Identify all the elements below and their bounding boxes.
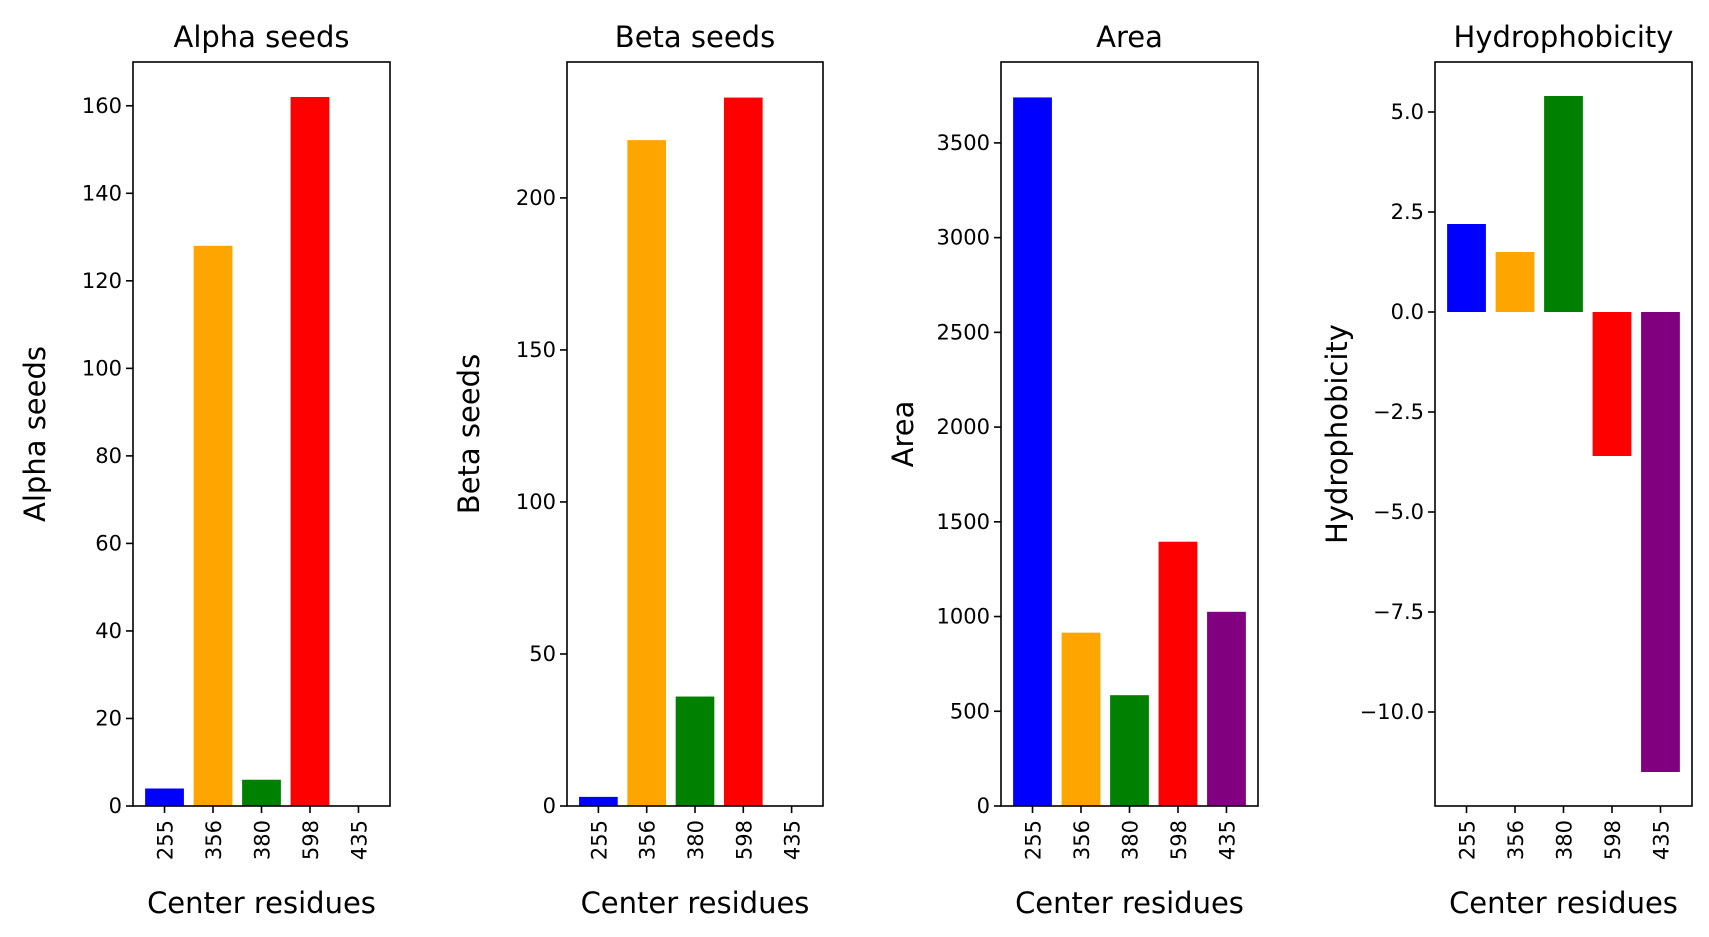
x-tick-label: 598 xyxy=(299,820,323,860)
y-tick-label: 200 xyxy=(516,186,556,210)
bar-380 xyxy=(1110,695,1149,806)
chart-title: Alpha seeds xyxy=(174,20,350,54)
y-axis-label: Area xyxy=(886,401,920,468)
bar-380 xyxy=(1544,96,1583,312)
bar-356 xyxy=(1495,252,1535,312)
chart-title: Hydrophobicity xyxy=(1454,20,1674,54)
chart-title: Beta seeds xyxy=(615,20,775,54)
bar-435 xyxy=(1641,312,1680,772)
y-axis-label: Beta seeds xyxy=(452,354,486,514)
x-tick-label: 356 xyxy=(1070,820,1094,860)
y-tick-label: −2.5 xyxy=(1373,400,1424,424)
y-tick-label: 3000 xyxy=(937,226,990,250)
y-tick-label: 500 xyxy=(950,699,990,723)
y-tick-label: 3500 xyxy=(937,131,990,155)
chart-panel: 0 500 1000 1500 2000 2500 3000 3500 255 356 380 598… xyxy=(886,20,1259,920)
y-tick-label: 100 xyxy=(82,356,122,380)
x-tick-label: 598 xyxy=(1167,820,1191,860)
chart-title: Area xyxy=(1096,20,1163,54)
x-tick-label: 380 xyxy=(251,820,275,860)
y-tick-label: 5.0 xyxy=(1391,100,1424,124)
x-tick-label: 598 xyxy=(1601,820,1625,860)
axes-frame xyxy=(566,61,824,807)
bar-356 xyxy=(193,245,233,806)
y-tick-label: 0.0 xyxy=(1391,300,1424,324)
y-tick-label: −7.5 xyxy=(1373,600,1424,624)
x-axis-label: Center residues xyxy=(1015,886,1244,920)
y-tick-label: 60 xyxy=(95,531,122,555)
x-tick-label: 435 xyxy=(1649,820,1673,860)
chart-panel: 0 20 40 60 80 100 120 140 160 255 356 380 598 435 Alph… xyxy=(18,20,391,920)
bar-380 xyxy=(242,779,281,806)
y-tick-label: 50 xyxy=(529,642,556,666)
y-tick-label: −10.0 xyxy=(1360,700,1424,724)
x-axis-label: Center residues xyxy=(1449,886,1678,920)
x-tick-label: 255 xyxy=(154,820,178,860)
y-tick-label: 0 xyxy=(543,794,556,818)
bar-255 xyxy=(1447,224,1486,312)
bar-598 xyxy=(1592,312,1632,456)
bar-356 xyxy=(1061,632,1101,806)
x-tick-label: 255 xyxy=(1456,820,1480,860)
y-tick-label: 2.5 xyxy=(1391,200,1424,224)
y-tick-label: 140 xyxy=(82,181,122,205)
y-tick-label: 120 xyxy=(82,269,122,293)
y-tick-label: 2500 xyxy=(937,320,990,344)
bar-356 xyxy=(627,140,667,806)
x-tick-label: 380 xyxy=(1119,820,1143,860)
y-tick-label: 0 xyxy=(977,794,990,818)
x-tick-label: 255 xyxy=(587,820,611,860)
chart-panel: −10.0 −7.5 −5.0 −2.5 0.0 2.5 5.0 255 356 380 598 43… xyxy=(1320,20,1693,920)
y-tick-label: 160 xyxy=(82,94,122,118)
x-tick-label: 255 xyxy=(1022,820,1046,860)
y-axis-label: Hydrophobicity xyxy=(1320,324,1354,544)
chart-panel: 0 50 100 150 200 255 356 380 598 435 Beta seeds Cen… xyxy=(452,20,824,920)
x-tick-label: 380 xyxy=(1553,820,1577,860)
x-tick-label: 356 xyxy=(1504,820,1528,860)
bar-255 xyxy=(579,796,618,806)
bar-598 xyxy=(1158,541,1198,806)
x-tick-label: 435 xyxy=(347,820,371,860)
bar-598 xyxy=(723,97,763,806)
x-tick-label: 380 xyxy=(684,820,708,860)
x-tick-label: 435 xyxy=(1215,820,1239,860)
y-tick-label: 100 xyxy=(516,490,556,514)
y-tick-label: 40 xyxy=(95,619,122,643)
y-tick-label: 2000 xyxy=(937,415,990,439)
y-tick-label: 1000 xyxy=(937,605,990,629)
y-tick-label: 1500 xyxy=(937,510,990,534)
x-axis-label: Center residues xyxy=(147,886,376,920)
y-tick-label: 150 xyxy=(516,338,556,362)
x-tick-label: 598 xyxy=(732,820,756,860)
bar-255 xyxy=(1013,97,1052,807)
bar-255 xyxy=(145,788,184,806)
y-tick-label: −5.0 xyxy=(1373,500,1424,524)
x-tick-label: 356 xyxy=(636,820,660,860)
axes-frame xyxy=(132,61,391,807)
y-tick-label: 0 xyxy=(109,794,122,818)
y-axis-label: Alpha seeds xyxy=(18,346,52,522)
y-tick-label: 20 xyxy=(95,706,122,730)
bar-380 xyxy=(675,696,715,806)
x-axis-label: Center residues xyxy=(581,886,810,920)
x-tick-label: 356 xyxy=(202,820,226,860)
x-tick-label: 435 xyxy=(781,820,805,860)
bar-598 xyxy=(290,97,330,806)
bar-435 xyxy=(1207,611,1246,806)
y-tick-label: 80 xyxy=(95,444,122,468)
